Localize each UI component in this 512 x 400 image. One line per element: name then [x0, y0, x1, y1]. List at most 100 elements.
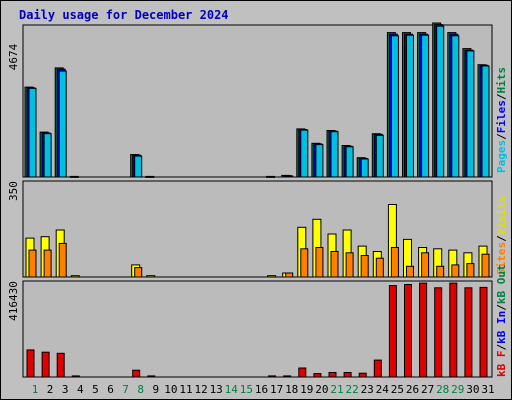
legend-sep: / [495, 133, 508, 140]
bottom-bar-kb-f-day-19 [298, 367, 307, 378]
middle-bar-sites-day-3 [58, 242, 67, 278]
bottom-bar-kb-f-day-3 [56, 352, 65, 378]
x-tick-label-14: 14 [225, 383, 239, 396]
x-tick-label-2: 2 [47, 383, 54, 396]
x-tick-label-31: 31 [481, 383, 494, 396]
x-tick-label-9: 9 [152, 383, 159, 396]
bottom-bar-kb-f-day-17 [268, 375, 277, 378]
legend-bottom: kB F/kB In/kB Out [495, 264, 508, 377]
top-bar-pages-day-8 [134, 155, 143, 178]
x-tick-label-15: 15 [240, 383, 253, 396]
top-ymax-label: 4674 [7, 43, 20, 70]
panel-bottom-bg [22, 280, 493, 378]
bottom-bar-kb-f-day-22 [343, 372, 352, 378]
legend-sep: / [495, 344, 508, 351]
bottom-bar-kb-f-day-24 [373, 359, 382, 378]
x-tick-label-26: 26 [406, 383, 419, 396]
top-bar-pages-day-25 [390, 35, 399, 178]
legend-kbf: kB F [495, 351, 508, 378]
middle-bar-sites-day-2 [43, 249, 52, 278]
bottom-bar-kb-f-day-27 [419, 282, 428, 378]
top-bar-pages-day-19 [300, 129, 309, 178]
top-bar-pages-day-18 [285, 175, 294, 178]
x-tick-label-30: 30 [466, 383, 479, 396]
x-tick-label-10: 10 [164, 383, 177, 396]
middle-bar-sites-day-31 [481, 253, 490, 278]
top-bar-pages-day-26 [406, 34, 414, 178]
bottom-bar-kb-f-day-31 [479, 286, 488, 378]
bottom-bar-kb-f-day-20 [313, 373, 322, 378]
middle-bar-sites-day-1 [28, 249, 37, 278]
bottom-bar-kb-f-day-8 [132, 369, 141, 378]
top-bar-pages-day-27 [421, 34, 430, 178]
top-bar-pages-day-29 [451, 35, 460, 178]
bars-layer [24, 22, 490, 378]
middle-bar-sites-day-30 [466, 263, 475, 278]
middle-bar-sites-day-26 [406, 265, 414, 278]
legend-visits: Visits [495, 196, 508, 236]
middle-bar-sites-day-24 [375, 257, 384, 278]
bottom-bar-kb-f-day-28 [434, 287, 443, 378]
top-bar-pages-day-20 [315, 144, 324, 178]
top-bar-pages-day-30 [466, 50, 475, 178]
x-tick-label-8: 8 [137, 383, 144, 396]
x-tick-label-23: 23 [361, 383, 374, 396]
legend-pages: Pages [495, 140, 508, 173]
legend-sep: / [495, 235, 508, 242]
bottom-ymax-label: 416430 [7, 281, 20, 321]
legend-kbin: kB In [495, 311, 508, 344]
middle-bar-visits-day-9 [146, 275, 156, 278]
x-tick-label-5: 5 [92, 383, 99, 396]
x-tick-label-16: 16 [255, 383, 268, 396]
chart-title: Daily usage for December 2024 [19, 8, 229, 22]
x-tick-label-7: 7 [122, 383, 129, 396]
x-tick-label-20: 20 [315, 383, 328, 396]
top-bar-hits-day-17 [266, 175, 276, 178]
x-tick-label-4: 4 [77, 383, 84, 396]
x-tick-label-22: 22 [345, 383, 358, 396]
middle-bar-sites-day-29 [451, 264, 460, 278]
legend-sep: / [495, 93, 508, 100]
middle-bar-visits-day-4 [70, 275, 80, 278]
x-tick-label-25: 25 [391, 383, 404, 396]
bottom-bar-kb-f-day-4 [71, 375, 80, 378]
top-bar-pages-day-1 [28, 87, 37, 178]
x-tick-label-12: 12 [194, 383, 207, 396]
top-bar-pages-day-2 [43, 133, 52, 178]
x-tick-label-11: 11 [179, 383, 192, 396]
x-tick-label-28: 28 [436, 383, 449, 396]
top-bar-pages-day-22 [345, 146, 354, 178]
x-tick-label-18: 18 [285, 383, 298, 396]
legend-sep: / [495, 304, 508, 311]
legend-kbout: kB Out [495, 264, 508, 304]
legend-top: Pages/Files/Hits [495, 67, 508, 173]
middle-bar-visits-day-17 [267, 275, 277, 278]
x-tick-label-24: 24 [376, 383, 390, 396]
top-bar-pages-day-23 [360, 158, 369, 178]
panel-middle-bg [22, 180, 493, 278]
top-bar-pages-day-31 [481, 65, 490, 178]
x-tick-label-29: 29 [451, 383, 464, 396]
middle-bar-sites-day-27 [421, 252, 430, 278]
bottom-bar-kb-f-day-29 [449, 282, 458, 378]
middle-bar-sites-day-8 [134, 267, 143, 278]
middle-bar-sites-day-22 [345, 252, 354, 278]
top-bar-pages-day-24 [375, 134, 384, 178]
bottom-bar-kb-f-day-26 [404, 284, 412, 378]
bottom-bar-kb-f-day-25 [388, 285, 397, 378]
bottom-bar-kb-f-day-1 [26, 349, 35, 378]
top-bar-hits-day-4 [69, 175, 79, 178]
bottom-bar-kb-f-day-21 [328, 372, 337, 378]
bottom-bar-kb-f-day-18 [283, 375, 292, 378]
middle-bar-sites-day-23 [360, 255, 369, 278]
top-bar-hits-day-9 [145, 175, 155, 178]
x-tick-label-27: 27 [421, 383, 434, 396]
legend-files: Files [495, 100, 508, 133]
top-bar-pages-day-21 [330, 131, 339, 178]
bottom-bar-kb-f-day-23 [358, 372, 367, 378]
top-bar-pages-day-28 [436, 25, 445, 178]
middle-bar-sites-day-18 [285, 272, 294, 278]
x-tick-label-1: 1 [32, 383, 39, 396]
x-axis-labels: 1 2 3 4 5 6 7 8 9 10 11 12 13 14 15 16 17 18 19 20 21 22 23 24 2… [32, 383, 495, 396]
